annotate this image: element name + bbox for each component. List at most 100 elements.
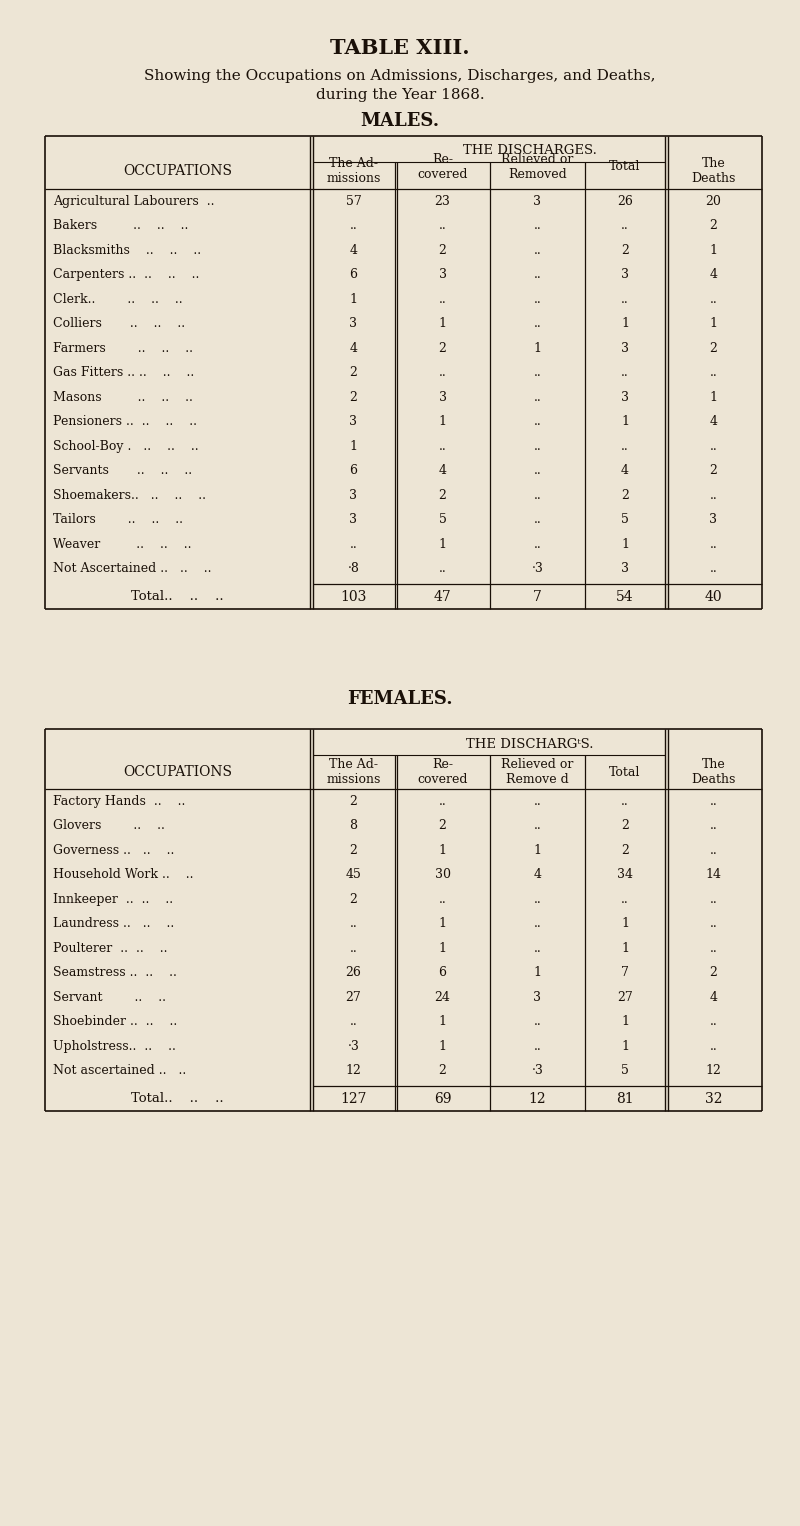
Text: 1: 1 bbox=[621, 537, 629, 551]
Text: 1: 1 bbox=[534, 342, 542, 354]
Text: ..: .. bbox=[710, 488, 718, 502]
Text: The
Deaths: The Deaths bbox=[691, 758, 736, 786]
Text: ..: .. bbox=[621, 366, 629, 380]
Text: Not ascertained ..   ..: Not ascertained .. .. bbox=[53, 1064, 186, 1077]
Text: 1: 1 bbox=[438, 917, 446, 931]
Text: ..: .. bbox=[438, 439, 446, 453]
Text: Total..    ..    ..: Total.. .. .. bbox=[131, 1093, 224, 1105]
Text: The
Deaths: The Deaths bbox=[691, 157, 736, 185]
Text: 24: 24 bbox=[434, 990, 450, 1004]
Text: ..: .. bbox=[534, 439, 542, 453]
Text: TABLE XIII.: TABLE XIII. bbox=[330, 38, 470, 58]
Text: ..: .. bbox=[710, 1015, 718, 1029]
Text: 4: 4 bbox=[710, 990, 718, 1004]
Text: Governess ..   ..    ..: Governess .. .. .. bbox=[53, 844, 174, 856]
Text: 3: 3 bbox=[350, 415, 358, 429]
Text: ..: .. bbox=[534, 488, 542, 502]
Text: School-Boy .   ..    ..    ..: School-Boy . .. .. .. bbox=[53, 439, 198, 453]
Text: 1: 1 bbox=[621, 415, 629, 429]
Text: ..: .. bbox=[350, 1015, 358, 1029]
Text: Carpenters ..  ..    ..    ..: Carpenters .. .. .. .. bbox=[53, 269, 199, 281]
Text: 81: 81 bbox=[616, 1093, 634, 1106]
Text: ·3: ·3 bbox=[531, 1064, 543, 1077]
Text: 1: 1 bbox=[621, 917, 629, 931]
Text: 20: 20 bbox=[706, 195, 722, 208]
Text: 14: 14 bbox=[706, 868, 722, 881]
Text: 4: 4 bbox=[710, 415, 718, 429]
Text: ..: .. bbox=[534, 513, 542, 526]
Text: 2: 2 bbox=[438, 1064, 446, 1077]
Text: 2: 2 bbox=[621, 819, 629, 832]
Text: Innkeeper  ..  ..    ..: Innkeeper .. .. .. bbox=[53, 893, 173, 906]
Text: ..: .. bbox=[438, 293, 446, 305]
Text: 4: 4 bbox=[350, 244, 358, 256]
Text: 2: 2 bbox=[350, 391, 358, 404]
Text: Upholstress..  ..    ..: Upholstress.. .. .. bbox=[53, 1039, 176, 1053]
Text: Seamstress ..  ..    ..: Seamstress .. .. .. bbox=[53, 966, 177, 980]
Text: ..: .. bbox=[710, 942, 718, 955]
Text: 3: 3 bbox=[534, 195, 542, 208]
Text: ..: .. bbox=[534, 269, 542, 281]
Text: ..: .. bbox=[534, 942, 542, 955]
Text: ..: .. bbox=[350, 917, 358, 931]
Text: 5: 5 bbox=[621, 1064, 629, 1077]
Text: ..: .. bbox=[710, 893, 718, 906]
Text: Total: Total bbox=[610, 160, 641, 174]
Text: OCCUPATIONS: OCCUPATIONS bbox=[123, 765, 232, 778]
Text: 3: 3 bbox=[350, 317, 358, 330]
Text: ..: .. bbox=[710, 819, 718, 832]
Text: 40: 40 bbox=[705, 591, 722, 604]
Text: 1: 1 bbox=[438, 844, 446, 856]
Text: 2: 2 bbox=[438, 244, 446, 256]
Text: THE DISCHARGᵗS.: THE DISCHARGᵗS. bbox=[466, 737, 594, 751]
Text: 2: 2 bbox=[710, 966, 718, 980]
Text: 1: 1 bbox=[710, 244, 718, 256]
Text: 3: 3 bbox=[350, 488, 358, 502]
Text: ..: .. bbox=[534, 391, 542, 404]
Text: Gas Fitters .. ..    ..    ..: Gas Fitters .. .. .. .. bbox=[53, 366, 194, 380]
Text: Servants       ..    ..    ..: Servants .. .. .. bbox=[53, 464, 192, 478]
Text: 1: 1 bbox=[438, 1039, 446, 1053]
Text: 5: 5 bbox=[621, 513, 629, 526]
Text: 12: 12 bbox=[706, 1064, 722, 1077]
Text: ..: .. bbox=[438, 220, 446, 232]
Text: ..: .. bbox=[534, 220, 542, 232]
Text: 2: 2 bbox=[621, 244, 629, 256]
Text: 1: 1 bbox=[438, 415, 446, 429]
Text: 26: 26 bbox=[617, 195, 633, 208]
Text: THE DISCHARGES.: THE DISCHARGES. bbox=[463, 145, 597, 157]
Text: 3: 3 bbox=[621, 391, 629, 404]
Text: 2: 2 bbox=[710, 220, 718, 232]
Text: 3: 3 bbox=[621, 269, 629, 281]
Text: 2: 2 bbox=[350, 893, 358, 906]
Text: Relieved or
Remove d: Relieved or Remove d bbox=[502, 758, 574, 786]
Text: Pensioners ..  ..    ..    ..: Pensioners .. .. .. .. bbox=[53, 415, 197, 429]
Text: ..: .. bbox=[534, 317, 542, 330]
Text: Showing the Occupations on Admissions, Discharges, and Deaths,: Showing the Occupations on Admissions, D… bbox=[144, 69, 656, 82]
Text: Household Work ..    ..: Household Work .. .. bbox=[53, 868, 194, 881]
Text: ..: .. bbox=[534, 1039, 542, 1053]
Text: ..: .. bbox=[710, 537, 718, 551]
Text: 26: 26 bbox=[346, 966, 362, 980]
Text: 7: 7 bbox=[621, 966, 629, 980]
Text: ..: .. bbox=[534, 244, 542, 256]
Text: 2: 2 bbox=[350, 366, 358, 380]
Text: 3: 3 bbox=[438, 391, 446, 404]
Text: 2: 2 bbox=[438, 819, 446, 832]
Text: 2: 2 bbox=[621, 844, 629, 856]
Text: Weaver         ..    ..    ..: Weaver .. .. .. bbox=[53, 537, 191, 551]
Text: The Ad-
missions: The Ad- missions bbox=[326, 758, 381, 786]
Text: 4: 4 bbox=[710, 269, 718, 281]
Text: Glovers        ..    ..: Glovers .. .. bbox=[53, 819, 165, 832]
Text: ..: .. bbox=[710, 844, 718, 856]
Text: Servant        ..    ..: Servant .. .. bbox=[53, 990, 166, 1004]
Text: ..: .. bbox=[534, 537, 542, 551]
Text: 2: 2 bbox=[621, 488, 629, 502]
Text: 54: 54 bbox=[616, 591, 634, 604]
Text: 7: 7 bbox=[533, 591, 542, 604]
Text: ..: .. bbox=[710, 366, 718, 380]
Text: MALES.: MALES. bbox=[361, 111, 439, 130]
Text: 1: 1 bbox=[621, 1015, 629, 1029]
Text: 103: 103 bbox=[340, 591, 366, 604]
Text: 3: 3 bbox=[438, 269, 446, 281]
